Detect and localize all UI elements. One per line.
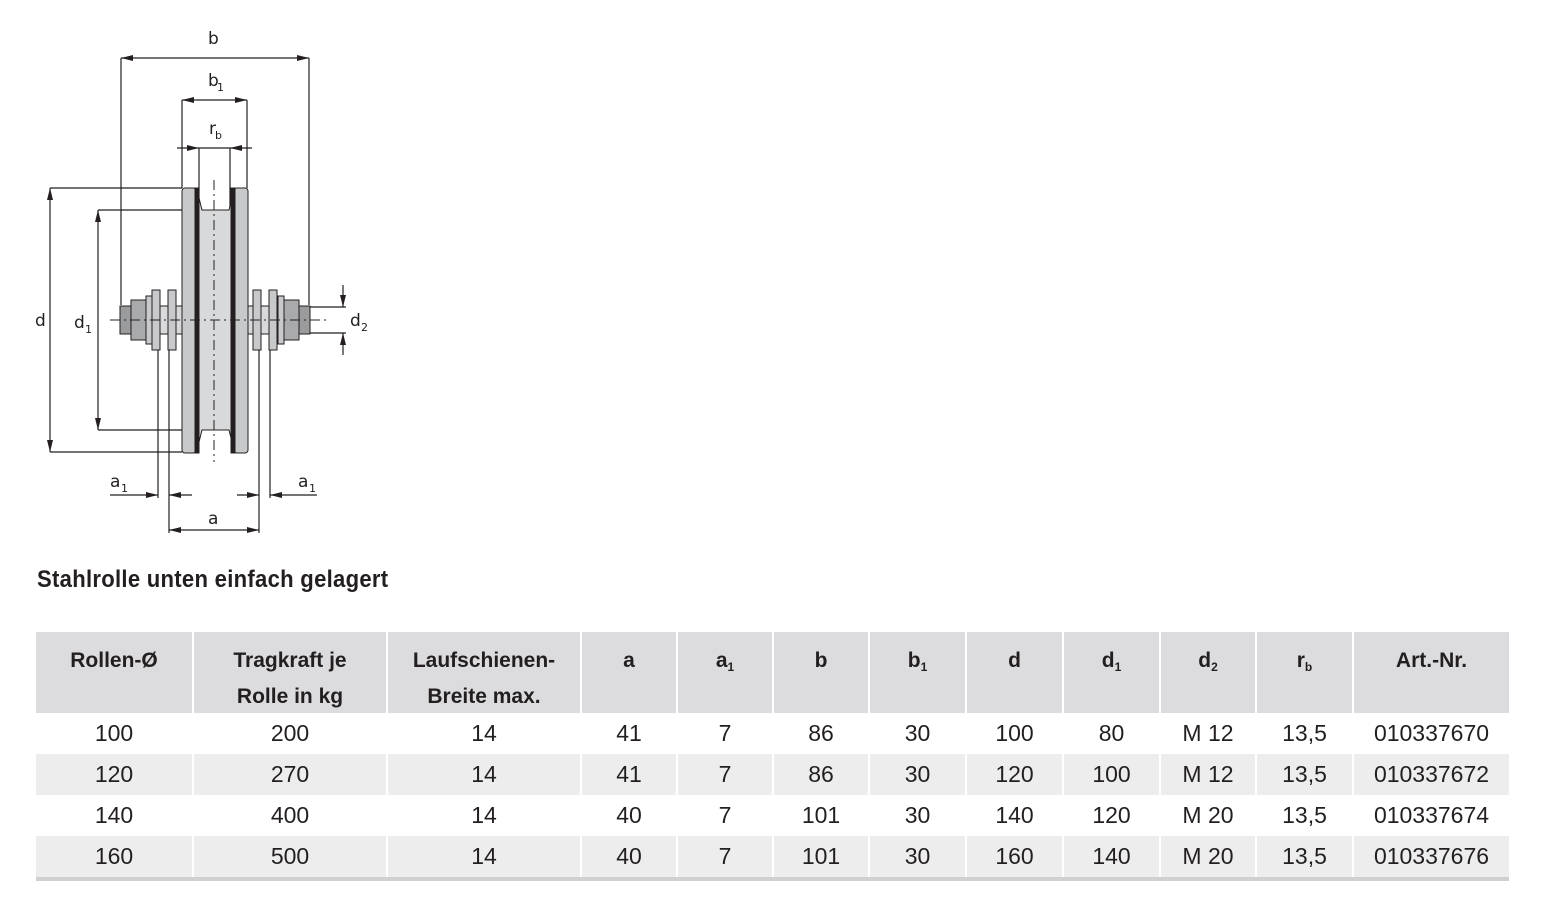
table-cell: 140 bbox=[94, 802, 134, 828]
column-header: a bbox=[580, 632, 677, 713]
table-cell: 140 bbox=[965, 795, 1063, 836]
table-cell: 30 bbox=[868, 836, 966, 881]
label-b1: b bbox=[208, 71, 219, 91]
table-cell: 120 bbox=[36, 754, 193, 795]
table-cell: 13,5 bbox=[1255, 836, 1353, 881]
table-cell: 100 bbox=[965, 713, 1063, 754]
table-cell: 7 bbox=[676, 754, 773, 795]
table-row: 120 270 14 41 7 86 30 120 100 M 12 13,5 010337672 bbox=[36, 754, 1509, 795]
table-cell: 13,5 bbox=[1255, 795, 1353, 836]
table-cell: 010337672 bbox=[1352, 754, 1509, 795]
label-a1-right: a bbox=[298, 472, 308, 492]
column-header: d1 bbox=[1062, 632, 1160, 713]
table-cell: 010337674 bbox=[1352, 795, 1509, 836]
table-cell: 30 bbox=[868, 713, 966, 754]
center-lines bbox=[110, 180, 330, 462]
table-cell: M 20 bbox=[1159, 795, 1256, 836]
table-cell: 200 bbox=[192, 713, 387, 754]
table-cell: 13,5 bbox=[1255, 754, 1353, 795]
table-cell: 010337670 bbox=[1352, 713, 1509, 754]
table-cell: 120 bbox=[1062, 795, 1160, 836]
steel-roller-technical-drawing: b b 1 r b d d 1 d 2 a a 1 a 1 bbox=[35, 29, 368, 533]
table-cell: 101 bbox=[772, 836, 869, 881]
label-a1-left: a bbox=[110, 472, 120, 492]
table-cell: 40 bbox=[580, 836, 677, 881]
table-cell: 7 bbox=[676, 795, 773, 836]
table-cell: 400 bbox=[192, 795, 387, 836]
column-header: d2 bbox=[1159, 632, 1256, 713]
svg-text:2: 2 bbox=[361, 321, 368, 334]
table-cell: 14 bbox=[386, 795, 581, 836]
table-row: 160 500 14 40 7 101 30 160 140 M 20 13,5 010337676 bbox=[36, 836, 1509, 881]
svg-text:1: 1 bbox=[85, 323, 92, 336]
table-cell: 7 bbox=[676, 836, 773, 881]
table-cell: 13,5 bbox=[1255, 713, 1353, 754]
table-cell: M 12 bbox=[1159, 713, 1256, 754]
column-header: d bbox=[965, 632, 1063, 713]
table-cell: 30 bbox=[868, 754, 966, 795]
table-cell: 80 bbox=[1062, 713, 1160, 754]
column-header: rb bbox=[1255, 632, 1353, 713]
column-header: Laufschienen- Breite max. bbox=[386, 632, 581, 713]
table-cell: 41 bbox=[580, 713, 677, 754]
table-cell: 101 bbox=[772, 795, 869, 836]
table-cell: 86 bbox=[772, 754, 869, 795]
svg-text:1: 1 bbox=[217, 81, 224, 94]
svg-text:b: b bbox=[215, 129, 222, 142]
table-cell: 140 bbox=[1062, 836, 1160, 881]
section-title: Stahlrolle unten einfach gelagert bbox=[37, 566, 389, 593]
table-cell: 010337676 bbox=[1352, 836, 1509, 881]
dimension-lines bbox=[47, 55, 346, 533]
column-header: Rollen-Ø bbox=[36, 632, 193, 713]
table-cell: 14 bbox=[386, 836, 581, 881]
label-d2: d bbox=[350, 311, 361, 331]
column-header: Art.-Nr. bbox=[1352, 632, 1509, 713]
dimension-labels: b b 1 r b d d 1 d 2 a a 1 a 1 bbox=[35, 29, 368, 529]
table-cell: 14 bbox=[386, 713, 581, 754]
table-cell: 40 bbox=[580, 795, 677, 836]
column-header: b1 bbox=[868, 632, 966, 713]
column-header: Tragkraft je Rolle in kg bbox=[192, 632, 387, 713]
table-cell: 7 bbox=[676, 713, 773, 754]
table-cell: 86 bbox=[772, 713, 869, 754]
column-header: b bbox=[772, 632, 869, 713]
table-cell: 100 bbox=[94, 720, 134, 746]
table-cell: 41 bbox=[580, 754, 677, 795]
table-cell: 160 bbox=[36, 836, 193, 881]
table-header-row: Rollen-Ø Tragkraft je Rolle in kg Laufschie… bbox=[36, 632, 1509, 713]
label-d: d bbox=[35, 311, 46, 331]
table-cell: 14 bbox=[386, 754, 581, 795]
roller-spec-table: Rollen-Ø Tragkraft je Rolle in kg Laufschie… bbox=[36, 632, 1509, 881]
label-rb: r bbox=[209, 119, 216, 139]
table-cell: 270 bbox=[192, 754, 387, 795]
table-row: 100 200 14 41 7 86 30 100 80 M 12 13,5 010337670 bbox=[36, 713, 1509, 754]
svg-text:1: 1 bbox=[309, 482, 316, 495]
label-a: a bbox=[208, 509, 218, 529]
column-header: a1 bbox=[676, 632, 773, 713]
label-d1: d bbox=[74, 313, 85, 333]
table-cell: 160 bbox=[965, 836, 1063, 881]
svg-text:1: 1 bbox=[121, 482, 128, 495]
table-cell: 500 bbox=[192, 836, 387, 881]
table-row: 140 400 14 40 7 101 30 140 120 M 20 13,5 010337674 bbox=[36, 795, 1509, 836]
table-cell: M 20 bbox=[1159, 836, 1256, 881]
table-cell: M 12 bbox=[1159, 754, 1256, 795]
label-b: b bbox=[208, 29, 219, 49]
table-cell: 120 bbox=[965, 754, 1063, 795]
table-cell: 30 bbox=[868, 795, 966, 836]
table-cell: 100 bbox=[1062, 754, 1160, 795]
